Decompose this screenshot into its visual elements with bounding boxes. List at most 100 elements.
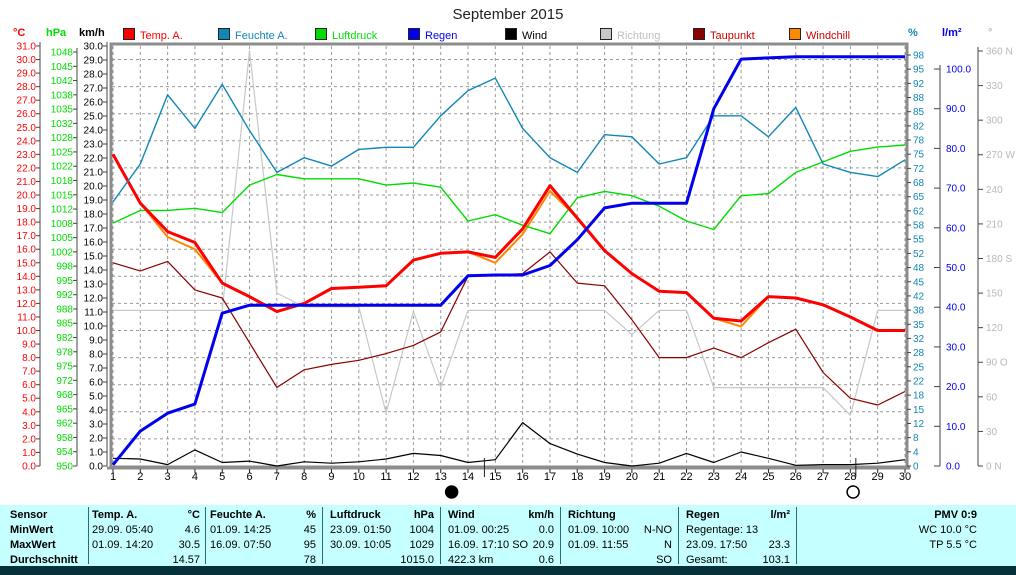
celsius-tick-label: 23.0 (17, 150, 37, 161)
legend-swatch (600, 28, 612, 40)
hpa-tick-label: 958 (56, 433, 73, 444)
stat-col-unit: °C (187, 509, 200, 521)
kmh-tick-label: 6.0 (89, 378, 103, 389)
hpa-tick-label: 995 (56, 276, 73, 287)
dir-tick-label: 360 N (986, 47, 1013, 58)
hpa-tick-label: 1015 (51, 190, 74, 201)
day-label: 24 (735, 471, 747, 483)
hpa-tick-label: 975 (56, 362, 73, 373)
kmh-tick-label: 5.0 (89, 392, 103, 403)
day-label: 4 (192, 471, 198, 483)
stat-value: 95 (303, 539, 316, 551)
lm2-tick-label: 60.0 (946, 223, 966, 234)
stat-value-time: 29.09. 05:40 (92, 524, 154, 536)
percent-tick-label: 62 (913, 206, 925, 217)
stat-row-label: Durchschnitt (10, 554, 78, 566)
celsius-tick-label: 16.0 (17, 245, 37, 256)
day-label: 29 (872, 471, 884, 483)
kmh-tick-label: 19.0 (84, 196, 104, 207)
kmh-tick-label: 29.0 (84, 56, 104, 67)
day-label: 22 (680, 471, 692, 483)
percent-tick-label: 78 (913, 136, 925, 147)
percent-tick-label: 38 (913, 306, 925, 317)
stat-col-name: Luftdruck (330, 509, 381, 521)
day-label: 14 (462, 471, 474, 483)
legend-swatch (789, 28, 801, 40)
percent-tick-label: 75 (913, 150, 925, 161)
stat-col-unit: hPa (413, 509, 434, 521)
stat-value: 4.6 (184, 524, 200, 536)
legend-item-taupunkt: Taupunkt (693, 28, 755, 42)
day-label: 16 (517, 471, 529, 483)
percent-tick-label: 45 (913, 277, 925, 288)
bottom-bar (0, 566, 1016, 575)
percent-tick-label: 42 (913, 291, 925, 302)
stat-value: 1029 (409, 539, 434, 551)
day-label: 25 (762, 471, 774, 483)
hpa-tick-label: 998 (56, 262, 73, 273)
hpa-tick-label: 968 (56, 390, 73, 401)
stat-value-time: 23.09. 01:50 (330, 524, 392, 536)
legend-label: Regen (425, 30, 458, 42)
stat-col-unit: % (306, 509, 316, 521)
hpa-tick-label: 992 (56, 290, 73, 301)
percent-tick-label: 8 (913, 433, 919, 444)
lm2-tick-label: 70.0 (946, 184, 966, 195)
kmh-tick-label: 3.0 (89, 420, 103, 431)
stats-table: Sensor MinWert MaxWert Durchschnitt Temp. A.… (0, 505, 1016, 566)
stat-value-time: Gesamt: (686, 554, 728, 566)
dir-tick-label: 270 W (986, 150, 1015, 161)
legend-item-luftdruck: Luftdruck (315, 28, 377, 42)
stat-value-time: 01.09. 00:25 (448, 524, 510, 536)
percent-tick-label: 58 (913, 221, 925, 232)
hpa-tick-label: 1042 (51, 76, 74, 87)
kmh-tick-label: 12.0 (84, 294, 104, 305)
dir-tick-label: 210 (986, 219, 1003, 230)
day-label: 21 (653, 471, 665, 483)
lm2-tick-label: 10.0 (946, 422, 966, 433)
celsius-tick-label: 29.0 (17, 69, 37, 80)
stat-value-time: Regentage: 13 (686, 524, 759, 536)
kmh-tick-label: 18.0 (84, 210, 104, 221)
hpa-tick-label: 954 (56, 447, 73, 458)
day-label: 13 (435, 471, 447, 483)
unit-header-percent: % (908, 27, 918, 39)
hpa-tick-label: 1048 (51, 48, 74, 59)
stat-col-name: Wind (448, 509, 475, 521)
day-label: 11 (380, 471, 391, 483)
celsius-tick-label: 21.0 (17, 177, 37, 188)
percent-tick-label: 0 (913, 461, 919, 472)
hpa-tick-label: 965 (56, 404, 73, 415)
hpa-tick-label: 1025 (51, 147, 74, 158)
legend-swatch (123, 28, 135, 40)
kmh-tick-label: 15.0 (84, 252, 104, 263)
unit-header-lm2: l/m² (942, 27, 962, 39)
hpa-tick-label: 1045 (51, 62, 74, 73)
stat-value-time: 01.09. 11:55 (568, 539, 629, 551)
celsius-tick-label: 3.0 (22, 421, 36, 432)
percent-tick-label: 15 (913, 405, 925, 416)
kmh-tick-label: 1.0 (89, 448, 103, 459)
kmh-tick-label: 21.0 (84, 168, 104, 179)
percent-tick-label: 52 (913, 249, 925, 260)
legend-swatch (505, 28, 517, 40)
day-label: 1 (110, 471, 116, 483)
lm2-tick-label: 40.0 (946, 303, 966, 314)
stat-value: 30.5 (178, 539, 200, 551)
hpa-tick-label: 1002 (51, 247, 74, 258)
percent-tick-label: 4 (913, 447, 919, 458)
pmv-title: PMV 0:9 (934, 509, 977, 521)
pmv-taupunkt: TP 5.5 °C (929, 539, 977, 551)
stat-value-time: 422.3 km (448, 554, 494, 566)
day-label: 30 (899, 471, 911, 483)
hpa-tick-label: 988 (56, 304, 73, 315)
legend-label: Windchill (806, 30, 851, 42)
lm2-tick-label: 30.0 (946, 342, 966, 353)
legend-item-temp-a: Temp. A. (123, 28, 183, 42)
legend-label: Taupunkt (710, 30, 755, 42)
unit-header-celsius: °C (13, 27, 26, 39)
stat-value: 14.57 (172, 554, 200, 566)
hpa-tick-label: 1032 (51, 119, 74, 130)
percent-tick-label: 35 (913, 320, 925, 331)
